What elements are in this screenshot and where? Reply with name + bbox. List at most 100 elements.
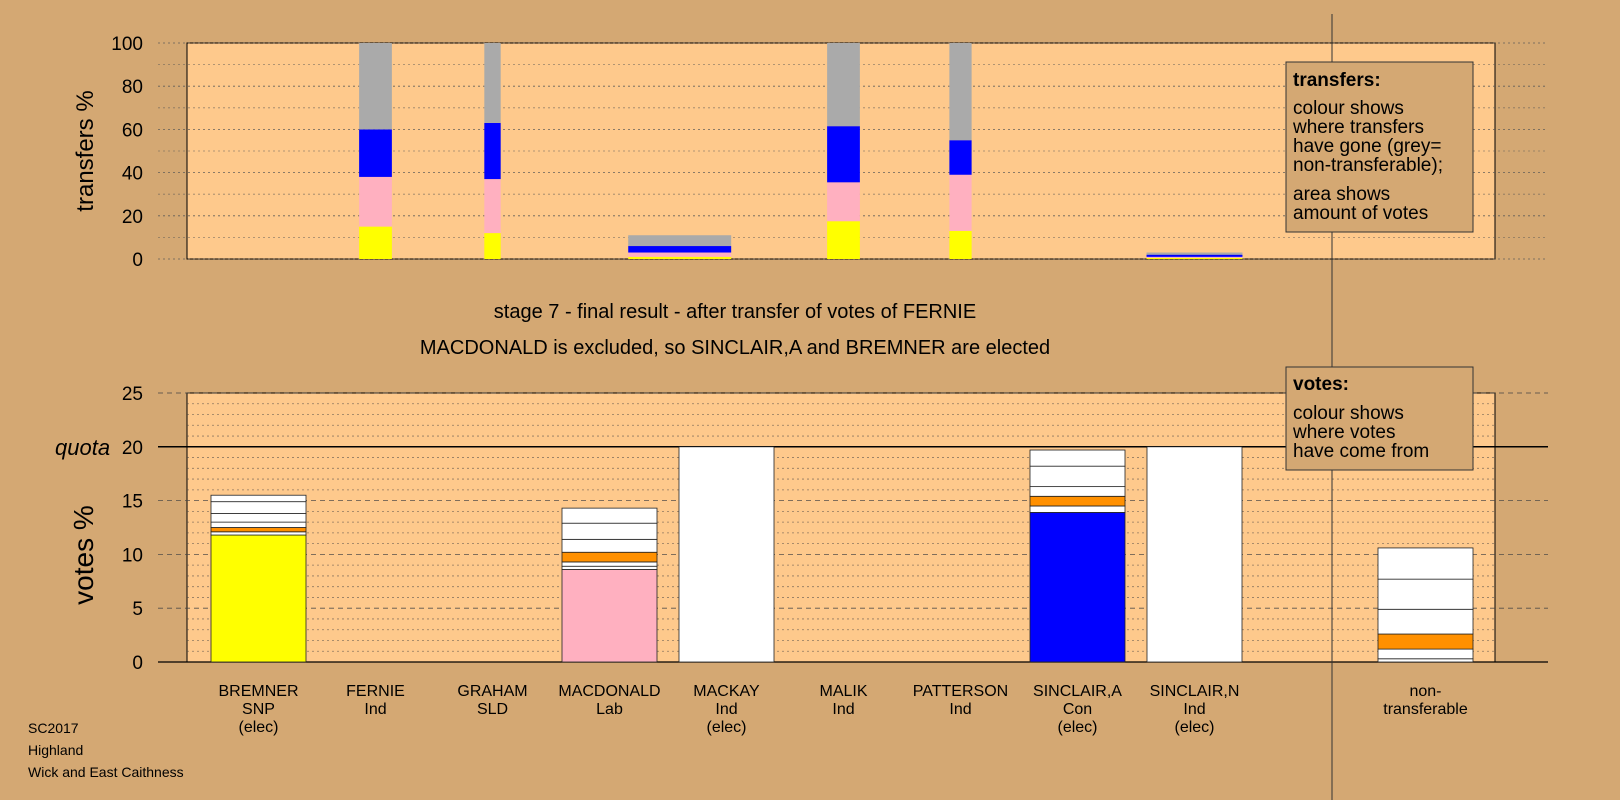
- candidate-label: BREMNER: [218, 683, 298, 700]
- candidate-label: MALIK: [819, 683, 867, 700]
- votes-y-tick-label: 20: [122, 438, 143, 459]
- transfer-bar-segment: [484, 179, 501, 234]
- candidate-label: Ind: [715, 701, 737, 718]
- transfer-bar-segment: [359, 43, 392, 130]
- candidate-label: Ind: [364, 701, 386, 718]
- vote-bar-segment: [210, 534, 307, 663]
- candidate-label: (elec): [238, 719, 278, 736]
- votes-y-tick-label: 15: [122, 492, 143, 513]
- transfers-chart: 0 20 40 60 80 100 transfers %: [72, 34, 1548, 271]
- candidate-label: Lab: [596, 701, 623, 718]
- transfer-bar-segment: [359, 226, 392, 259]
- vote-bar-segment: [1029, 512, 1126, 663]
- transfer-bar-segment: [1146, 256, 1243, 258]
- candidate-label: (elec): [1174, 719, 1214, 736]
- transfer-bar-segment: [827, 126, 860, 183]
- vote-bar-segment: [678, 446, 775, 663]
- transfers-legend-line: colour shows: [1293, 98, 1404, 119]
- vote-bar-segment: [1146, 446, 1243, 663]
- vote-bar-segment: [1377, 578, 1474, 610]
- candidate-label: Con: [1063, 701, 1092, 718]
- votes-y-tick-label: 0: [132, 653, 143, 674]
- transfers-y-tick-label: 60: [122, 120, 143, 141]
- votes-legend-line: where votes: [1292, 422, 1395, 443]
- vote-bar-segment: [210, 501, 307, 514]
- vote-bar-segment: [1029, 505, 1126, 513]
- stage-title: stage 7 - final result - after transfer …: [494, 301, 976, 323]
- candidate-label: SINCLAIR,N: [1150, 683, 1240, 700]
- vote-bar-segment: [561, 569, 658, 663]
- vote-bar-segment: [210, 521, 307, 528]
- candidate-label: MACDONALD: [558, 683, 660, 700]
- transfer-bar-segment: [628, 252, 732, 257]
- vote-bar-segment: [561, 561, 658, 567]
- footer-line-1: SC2017: [28, 720, 79, 736]
- transfer-bar-segment: [827, 182, 860, 222]
- transfers-y-tick-label: 20: [122, 207, 143, 228]
- transfers-legend-line: have gone (grey=: [1293, 136, 1441, 157]
- transfer-bar-segment: [1146, 252, 1243, 255]
- vote-bar-segment: [1377, 547, 1474, 580]
- transfer-bar-segment: [949, 230, 972, 259]
- vote-bar-segment: [561, 565, 658, 570]
- transfer-bar-segment: [359, 176, 392, 227]
- transfer-bar-segment: [484, 43, 501, 123]
- transfer-bar-segment: [1146, 257, 1243, 259]
- candidate-label: (elec): [1057, 719, 1097, 736]
- vote-bar-segment: [1377, 648, 1474, 660]
- transfer-bar-segment: [1146, 254, 1243, 257]
- transfers-legend-line: amount of votes: [1293, 203, 1428, 224]
- candidate-label: Ind: [832, 701, 854, 718]
- votes-legend-title: votes:: [1293, 374, 1349, 395]
- vote-bar-segment: [1029, 449, 1126, 467]
- stage-subtitle: MACDONALD is excluded, so SINCLAIR,A and…: [420, 337, 1050, 359]
- transfer-bar-segment: [949, 140, 972, 175]
- vote-bar-segment: [1029, 486, 1126, 497]
- transfer-bar-segment: [484, 233, 501, 259]
- transfers-y-tick-label: 0: [132, 250, 143, 271]
- transfer-bar-segment: [827, 221, 860, 259]
- candidate-label: PATTERSON: [913, 683, 1008, 700]
- votes-plot-area: [186, 392, 1496, 663]
- transfers-legend-line: non-transferable);: [1293, 155, 1443, 176]
- votes-legend-box: [1285, 366, 1474, 471]
- candidate-label: SLD: [477, 701, 508, 718]
- vote-bar-segment: [1377, 608, 1474, 635]
- vote-bar-segment: [561, 522, 658, 540]
- votes-legend-line: have come from: [1293, 441, 1429, 462]
- vote-bar-segment: [210, 513, 307, 523]
- candidate-label: transferable: [1383, 701, 1468, 718]
- votes-legend-line: colour shows: [1293, 403, 1404, 424]
- transfers-y-tick-label: 40: [122, 164, 143, 185]
- footer-line-2: Highland: [28, 742, 83, 758]
- votes-y-axis-label: votes %: [68, 505, 99, 605]
- transfer-bar-segment: [949, 174, 972, 231]
- candidate-label: (elec): [706, 719, 746, 736]
- votes-y-tick-label: 5: [132, 599, 143, 620]
- candidate-label: SINCLAIR,A: [1033, 683, 1122, 700]
- transfers-legend-title: transfers:: [1293, 70, 1381, 91]
- transfer-bar-segment: [484, 122, 501, 180]
- transfer-bar-segment: [827, 43, 860, 127]
- candidate-label: FERNIE: [346, 683, 405, 700]
- vote-bar-segment: [561, 551, 658, 563]
- transfer-bar-segment: [359, 129, 392, 177]
- transfer-bar-segment: [949, 43, 972, 141]
- candidate-label: non-: [1409, 683, 1441, 700]
- transfers-y-tick-label: 80: [122, 77, 143, 98]
- candidate-label: MACKAY: [693, 683, 760, 700]
- transfers-y-tick-label: 100: [111, 34, 143, 55]
- transfer-bar-segment: [628, 246, 732, 253]
- vote-bar-segment: [1029, 495, 1126, 507]
- transfers-y-axis-label: transfers %: [72, 90, 99, 211]
- transfer-bar-segment: [628, 235, 732, 247]
- quota-label: quota: [55, 435, 110, 460]
- candidate-label: GRAHAM: [457, 683, 527, 700]
- vote-bar-segment: [210, 494, 307, 503]
- vote-bar-segment: [561, 538, 658, 553]
- transfers-legend-line: area shows: [1293, 184, 1390, 205]
- candidate-label: Ind: [1183, 701, 1205, 718]
